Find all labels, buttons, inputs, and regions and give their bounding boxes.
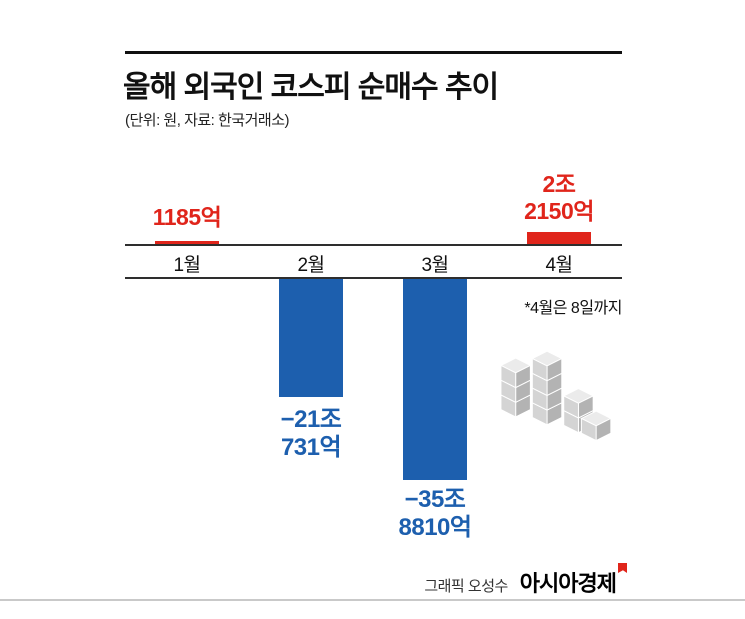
value-label-line: 8810억 (398, 514, 472, 542)
value-label-mar: −35조 8810억 (355, 486, 515, 543)
buildings-icon (500, 350, 612, 442)
value-label-apr: 2조 2150억 (489, 171, 629, 225)
graphic-credit: 그래픽 오성수 (424, 578, 508, 595)
axis-line-top (125, 244, 622, 246)
bar-apr (527, 232, 591, 244)
brand-name: 아시아경제 (519, 571, 617, 596)
bar-jan (155, 241, 219, 244)
value-label-line: 1185억 (152, 204, 222, 230)
x-label-feb: 2월 (297, 255, 325, 276)
x-label-jan: 1월 (173, 255, 201, 276)
brand-logo: 아시아경제 (519, 563, 627, 598)
bar-feb (279, 279, 343, 397)
bar-mar (403, 279, 467, 480)
x-label-apr: 4월 (545, 255, 573, 276)
value-label-line: −35조 (404, 486, 466, 513)
footer-credits: 그래픽 오성수 아시아경제 (424, 563, 627, 598)
april-cutoff-note: *4월은 8일까지 (524, 300, 622, 317)
value-label-jan: 1185억 (117, 204, 257, 231)
value-label-line: 2150억 (524, 198, 594, 225)
axis-line-bottom (125, 277, 622, 279)
bottom-rule (0, 599, 745, 601)
value-label-line: −21조 (280, 406, 342, 433)
unit-source-note: (단위: 원, 자료: 한국거래소) (125, 112, 290, 129)
value-label-feb: −21조 731억 (231, 406, 391, 463)
brand-flag-icon (618, 563, 627, 573)
value-label-line: 2조 (542, 171, 576, 197)
chart-title: 올해 외국인 코스피 순매수 추이 (123, 71, 499, 104)
top-rule (125, 51, 622, 54)
x-label-mar: 3월 (421, 255, 449, 276)
value-label-line: 731억 (280, 434, 342, 462)
